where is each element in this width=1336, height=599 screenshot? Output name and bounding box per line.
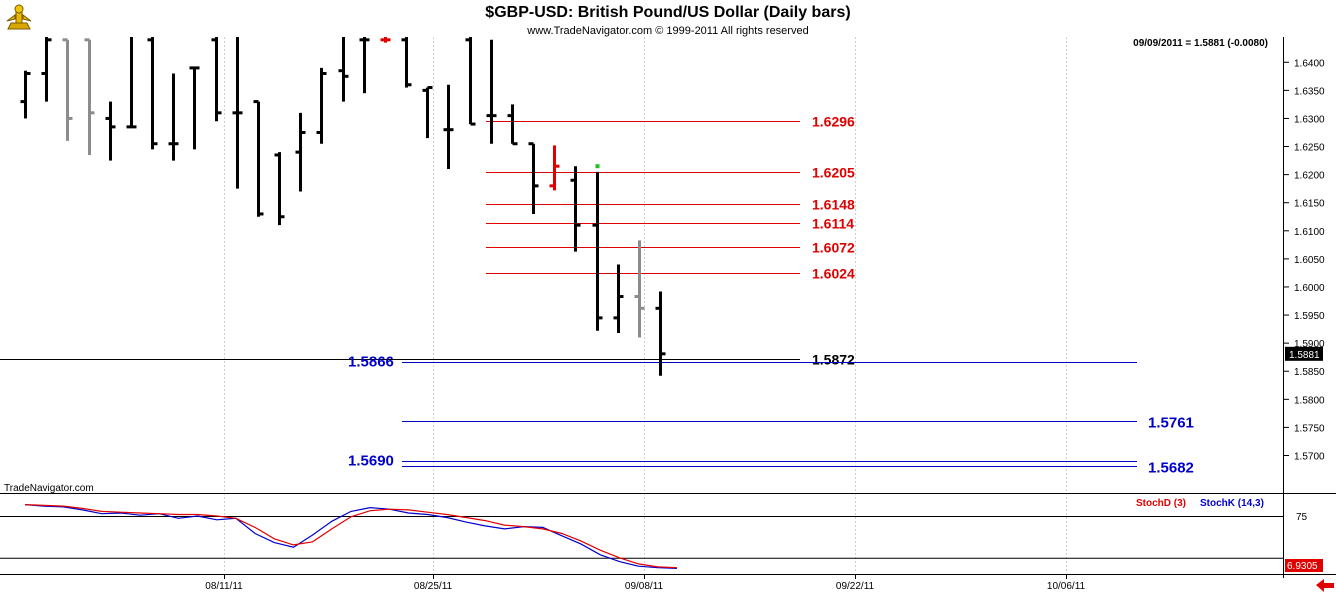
stoch-d-line xyxy=(24,504,678,569)
ohlc-bar xyxy=(232,37,243,189)
price-tick-label: 1.5850 xyxy=(1294,367,1325,378)
date-label: 09/22/11 xyxy=(836,581,875,592)
fib-level-label: 1.6024 xyxy=(812,266,855,282)
fib-level-label: 1.6205 xyxy=(812,165,855,181)
support-level-label: 1.5761 xyxy=(1148,415,1194,432)
ohlc-bar xyxy=(147,37,158,150)
logo-shape xyxy=(14,4,24,14)
logo-text: TradeNavigator.com xyxy=(4,483,94,494)
ohlc-bar xyxy=(41,37,52,102)
chart-title: $GBP-USD: British Pound/US Dollar (Daily… xyxy=(485,4,850,21)
price-tick-label: 1.5800 xyxy=(1294,395,1325,406)
ohlc-bar xyxy=(380,37,391,43)
price-tick-label: 1.6100 xyxy=(1294,227,1325,238)
support-level-label: 1.5682 xyxy=(1148,460,1194,477)
price-tick-label: 1.5950 xyxy=(1294,311,1325,322)
ohlc-bar xyxy=(295,112,306,192)
support-level-label: 1.5690 xyxy=(348,453,394,470)
ohlc-bar xyxy=(211,37,222,122)
stoch-d-legend: StochD (3) xyxy=(1136,498,1186,509)
ohlc-bar xyxy=(189,66,200,150)
last-quote: 09/09/2011 = 1.5881 (-0.0080) xyxy=(1133,38,1268,49)
ohlc-bar xyxy=(359,37,370,94)
fib-level-label: 1.6296 xyxy=(812,114,855,130)
ohlc-bar xyxy=(401,37,412,88)
fib-level-label: 1.6114 xyxy=(812,216,854,232)
ohlc-bar xyxy=(422,86,433,139)
price-tick-label: 1.6400 xyxy=(1294,58,1325,69)
last-price-label: 1.5881 xyxy=(1289,350,1320,361)
signal-marker xyxy=(595,164,600,169)
fib-level-label: 1.6072 xyxy=(812,240,855,256)
logo-shape xyxy=(7,22,31,30)
ohlc-bar xyxy=(62,38,73,141)
price-tick-label: 1.6250 xyxy=(1294,143,1325,154)
ohlc-bar xyxy=(507,104,518,146)
stoch-value-label: 6.9305 xyxy=(1287,561,1318,572)
price-tick-label: 1.6000 xyxy=(1294,283,1325,294)
copyright-text: www.TradeNavigator.com © 1999-2011 All r… xyxy=(526,25,808,37)
stoch-value-box xyxy=(1285,559,1323,572)
ohlc-bar xyxy=(105,101,116,161)
price-tick-label: 1.6200 xyxy=(1294,171,1325,182)
ohlc-bar xyxy=(613,264,624,334)
ohlc-bar xyxy=(486,39,497,144)
stoch-tick-label: 75 xyxy=(1296,512,1308,523)
ohlc-bar xyxy=(253,100,264,217)
ohlc-bar xyxy=(634,240,645,338)
fib-level-label: 1.6148 xyxy=(812,197,855,213)
price-tick-label: 1.5900 xyxy=(1294,339,1325,350)
stoch-k-line xyxy=(24,504,678,569)
ohlc-bar xyxy=(655,291,666,376)
ohlc-bar xyxy=(274,152,285,226)
support-level-label: 1.5866 xyxy=(348,354,394,371)
ohlc-bar xyxy=(465,37,476,126)
price-tick-label: 1.6300 xyxy=(1294,114,1325,125)
ohlc-bar xyxy=(20,70,31,119)
ohlc-bar xyxy=(126,37,137,129)
price-tick-label: 1.5700 xyxy=(1294,451,1325,462)
date-label: 10/06/11 xyxy=(1047,581,1086,592)
date-label: 08/25/11 xyxy=(414,581,453,592)
ohlc-bar xyxy=(443,84,454,170)
logo-shape xyxy=(6,14,32,22)
current-level-label: 1.5872 xyxy=(812,352,855,368)
ohlc-bar xyxy=(168,73,179,161)
ohlc-bar xyxy=(316,67,327,144)
stoch-k-legend: StochK (14,3) xyxy=(1200,498,1264,509)
ohlc-bar xyxy=(528,142,539,214)
trade-navigator-logo[interactable] xyxy=(6,4,32,30)
price-tick-label: 1.6050 xyxy=(1294,255,1325,266)
ohlc-bar xyxy=(84,38,95,155)
ohlc-bar xyxy=(549,145,560,191)
ohlc-bar xyxy=(592,171,603,331)
date-label: 09/08/11 xyxy=(625,581,664,592)
ohlc-bar xyxy=(570,166,581,252)
price-tick-label: 1.6150 xyxy=(1294,199,1325,210)
price-tick-label: 1.6350 xyxy=(1294,86,1325,97)
ohlc-bar xyxy=(338,37,349,102)
date-label: 08/11/11 xyxy=(205,581,243,592)
scroll-left-arrow-icon[interactable] xyxy=(1316,579,1334,592)
last-price-box xyxy=(1285,346,1323,361)
price-tick-label: 1.5750 xyxy=(1294,423,1325,434)
